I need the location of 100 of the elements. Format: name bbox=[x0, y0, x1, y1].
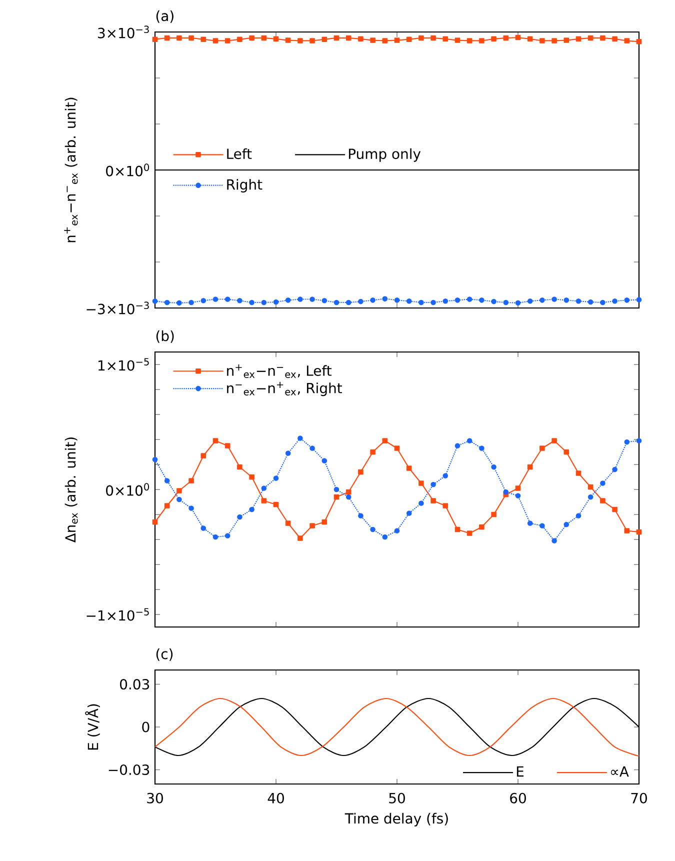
point bbox=[466, 38, 472, 44]
point bbox=[382, 296, 388, 302]
point bbox=[212, 296, 218, 302]
point bbox=[188, 478, 194, 484]
point bbox=[600, 498, 606, 504]
point bbox=[176, 488, 182, 494]
point bbox=[212, 38, 218, 44]
point bbox=[224, 443, 230, 448]
point bbox=[394, 528, 400, 534]
point bbox=[588, 35, 594, 41]
point bbox=[176, 35, 182, 41]
point bbox=[527, 520, 533, 526]
point bbox=[285, 450, 291, 456]
y-axis-title: Δn$_{ex}$ (arb. unit) bbox=[64, 438, 78, 543]
point bbox=[273, 299, 279, 305]
legend-label: Pump only bbox=[348, 148, 421, 162]
point bbox=[298, 536, 303, 541]
chart-title: (a) bbox=[156, 10, 174, 23]
point bbox=[564, 449, 570, 455]
point bbox=[261, 498, 267, 504]
point bbox=[406, 298, 412, 304]
point bbox=[418, 480, 424, 486]
point bbox=[442, 36, 448, 42]
x-tick-label: 50 bbox=[389, 792, 405, 804]
point bbox=[334, 35, 340, 41]
point bbox=[188, 35, 194, 41]
point bbox=[164, 478, 170, 484]
y-tick-label: 0×10$^{0}$ bbox=[106, 483, 150, 496]
point bbox=[346, 494, 352, 500]
point bbox=[612, 466, 618, 472]
point bbox=[224, 296, 230, 302]
legend-label: Left bbox=[227, 148, 252, 160]
point bbox=[466, 296, 472, 302]
point bbox=[418, 300, 424, 306]
point bbox=[261, 35, 267, 41]
point bbox=[370, 38, 376, 43]
point bbox=[552, 438, 557, 444]
point bbox=[382, 38, 388, 44]
point bbox=[576, 298, 582, 304]
point bbox=[612, 298, 618, 304]
point bbox=[442, 473, 448, 478]
point bbox=[322, 519, 328, 525]
point bbox=[454, 298, 460, 303]
point bbox=[527, 298, 533, 304]
point bbox=[600, 480, 606, 486]
point bbox=[624, 38, 630, 44]
point bbox=[298, 436, 303, 441]
point bbox=[164, 35, 170, 41]
point bbox=[176, 496, 182, 502]
point bbox=[273, 476, 279, 481]
point bbox=[152, 298, 158, 304]
point bbox=[249, 35, 254, 41]
point bbox=[188, 300, 194, 306]
point bbox=[249, 300, 254, 306]
x-tick-label: 60 bbox=[510, 792, 526, 804]
point bbox=[322, 458, 328, 464]
point bbox=[310, 38, 315, 44]
point bbox=[430, 300, 436, 306]
point bbox=[394, 298, 400, 303]
point bbox=[200, 298, 206, 304]
point bbox=[164, 300, 170, 306]
point bbox=[636, 529, 642, 535]
point bbox=[479, 38, 484, 44]
point bbox=[358, 36, 364, 42]
point bbox=[503, 35, 509, 41]
point bbox=[515, 493, 521, 498]
point bbox=[273, 36, 279, 42]
point bbox=[322, 298, 328, 304]
x-tick-label: 70 bbox=[631, 792, 647, 804]
point bbox=[540, 38, 545, 44]
point bbox=[466, 438, 472, 444]
point bbox=[442, 298, 448, 304]
point bbox=[612, 36, 618, 42]
point bbox=[491, 36, 496, 42]
y-tick-label: −0.03 bbox=[108, 764, 150, 776]
point bbox=[394, 38, 400, 43]
point bbox=[382, 534, 388, 540]
y-tick-label: −3×10$^{−3}$ bbox=[86, 302, 149, 314]
point bbox=[540, 446, 545, 451]
point bbox=[261, 300, 267, 306]
point bbox=[624, 298, 630, 303]
point bbox=[310, 523, 315, 528]
point bbox=[273, 502, 279, 508]
point bbox=[200, 453, 206, 458]
point bbox=[406, 466, 412, 471]
point bbox=[334, 486, 340, 492]
legend-label: ∝A bbox=[610, 766, 629, 777]
point bbox=[515, 34, 521, 40]
point bbox=[334, 300, 340, 306]
point bbox=[370, 526, 376, 532]
point bbox=[576, 513, 582, 518]
point bbox=[624, 528, 630, 534]
x-tick-label: 40 bbox=[268, 792, 284, 804]
point bbox=[212, 438, 218, 444]
point bbox=[564, 522, 570, 528]
point bbox=[527, 36, 533, 42]
legend-label: n$^{+}$$_{ex}$−n$^{−}$$_{ex}$, Left bbox=[227, 364, 332, 378]
point bbox=[600, 35, 606, 41]
legend-label: Right bbox=[227, 178, 262, 192]
point bbox=[612, 506, 618, 512]
